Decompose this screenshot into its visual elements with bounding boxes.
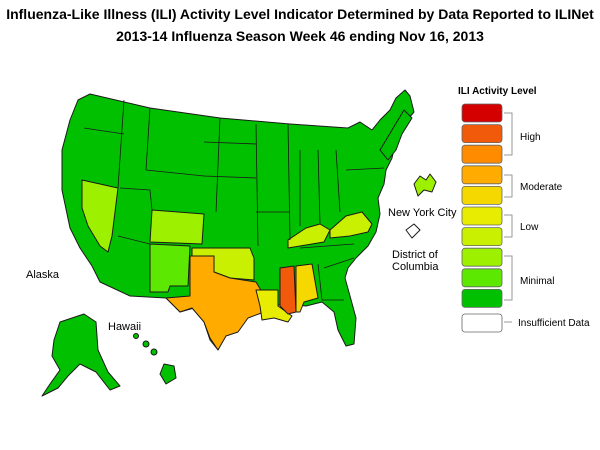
bracket-minimal	[504, 255, 513, 301]
state-colorado	[149, 209, 205, 245]
legend-label-moderate: Moderate	[520, 182, 563, 193]
legend-label-high: High	[520, 132, 541, 143]
dc-inset	[405, 223, 421, 239]
hawaii-label: Hawaii	[108, 321, 141, 333]
legend-swatch-level-7	[461, 165, 503, 185]
nyc-inset	[413, 173, 437, 197]
legend-swatch-level-6	[461, 185, 503, 205]
hawaii-island-big	[159, 363, 177, 385]
legend-swatch-level-4	[461, 227, 503, 247]
hawaii-island-3	[150, 348, 158, 356]
state-mississippi	[279, 265, 297, 315]
state-virginia	[329, 211, 373, 239]
map-title: Influenza-Like Illness (ILI) Activity Le…	[6, 6, 594, 22]
legend-swatch-level-2	[461, 268, 503, 288]
legend-label-low: Low	[520, 222, 539, 233]
dc-label-line1: District of	[392, 249, 439, 261]
legend-brackets	[504, 112, 513, 323]
bracket-high	[504, 112, 513, 156]
bracket-low	[504, 214, 513, 238]
state-louisiana	[255, 289, 293, 323]
legend-swatch-level-5	[461, 206, 503, 226]
legend-title: ILI Activity Level	[458, 86, 537, 97]
legend-label-minimal: Minimal	[520, 276, 554, 287]
legend-swatch-level-9	[461, 124, 503, 143]
hawaii-island-2	[142, 340, 150, 348]
alaska-label: Alaska	[26, 269, 60, 281]
legend-swatch-level-10	[461, 103, 503, 123]
bracket-moderate	[504, 174, 513, 198]
state-nevada	[81, 179, 119, 253]
state-alabama	[295, 263, 319, 313]
legend-swatch-insufficient	[461, 313, 503, 333]
map-base-new-england	[379, 109, 413, 161]
legend-swatches	[461, 103, 503, 333]
map-subtitle: 2013-14 Influenza Season Week 46 ending …	[116, 28, 484, 44]
dc-label-line2: Columbia	[392, 261, 439, 273]
hawaii-island-1	[133, 333, 139, 339]
state-new-mexico	[149, 243, 191, 293]
state-borders	[83, 99, 385, 301]
state-texas	[165, 255, 265, 351]
legend-swatch-level-3	[461, 247, 503, 267]
legend-swatch-level-8	[461, 144, 503, 164]
legend-swatch-level-1	[461, 288, 503, 308]
state-kentucky	[287, 223, 331, 249]
state-alaska	[41, 313, 121, 397]
nyc-label: New York City	[388, 207, 457, 219]
legend-label-insufficient: Insufficient Data	[518, 318, 590, 329]
